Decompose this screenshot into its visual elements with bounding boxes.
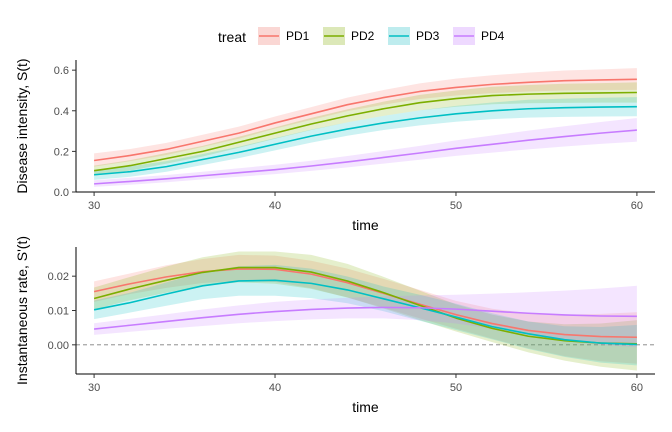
confidence-band-pd1 — [94, 254, 637, 364]
legend-entry-pd2: PD2 — [323, 27, 375, 45]
y-tick-label: 0.4 — [54, 106, 69, 118]
y-tick-label: 0.2 — [54, 146, 69, 158]
legend-entry-pd3: PD3 — [388, 27, 440, 45]
series-line-pd3 — [93, 279, 637, 346]
confidence-band-pd4 — [94, 285, 637, 348]
confidence-band-pd2 — [94, 251, 637, 371]
x-axis-title: time — [352, 399, 379, 415]
y-tick-label: 0.00 — [48, 340, 69, 352]
y-tick-label: 0.02 — [48, 271, 69, 283]
y-axis-title: Instantaneous rate, S'(t) — [14, 236, 30, 385]
panel-disease-intensity: 0.0 0.2 0.4 0.6 30 40 50 60 time Disease intensit… — [14, 58, 655, 233]
confidence-band-pd3 — [94, 97, 637, 180]
legend-label: PD1 — [286, 29, 310, 43]
confidence-band-pd3 — [94, 264, 637, 366]
x-tick-label: 60 — [631, 382, 643, 394]
confidence-band-pd2 — [94, 82, 637, 176]
x-axis-title: time — [352, 217, 379, 233]
legend-label: PD2 — [351, 29, 375, 43]
series-line-pd4 — [94, 129, 637, 185]
legend-title: treat — [218, 29, 246, 45]
x-tick-label: 40 — [269, 382, 281, 394]
x-tick-label: 50 — [450, 200, 462, 212]
legend-entry-pd1: PD1 — [258, 27, 310, 45]
series-line-pd2 — [93, 266, 637, 345]
confidence-band-pd1 — [94, 68, 637, 167]
legend-label: PD3 — [416, 29, 440, 43]
x-tick-label: 40 — [269, 200, 281, 212]
series-line-pd2 — [93, 91, 637, 172]
x-tick-label: 30 — [88, 200, 100, 212]
panel-instantaneous-rate: 0.00 0.01 0.02 30 40 50 60 time Instantaneous ra… — [14, 236, 655, 415]
y-axis-title: Disease intensity, S(t) — [14, 58, 30, 193]
x-tick-label: 30 — [88, 382, 100, 394]
x-tick-label: 60 — [631, 200, 643, 212]
series-line-pd1 — [93, 268, 637, 339]
legend-label: PD4 — [481, 29, 505, 43]
legend-entry-pd4: PD4 — [453, 27, 505, 45]
confidence-band-pd4 — [94, 118, 637, 187]
y-tick-label: 0.01 — [48, 306, 69, 318]
y-tick-label: 0.6 — [54, 65, 69, 77]
legend: treat PD1 PD2 PD3 PD4 — [218, 27, 505, 45]
x-tick-label: 50 — [450, 382, 462, 394]
series-line-pd4 — [94, 306, 637, 330]
series-line-pd3 — [94, 105, 637, 176]
y-tick-label: 0.0 — [54, 187, 69, 199]
series-line-pd1 — [93, 78, 637, 162]
